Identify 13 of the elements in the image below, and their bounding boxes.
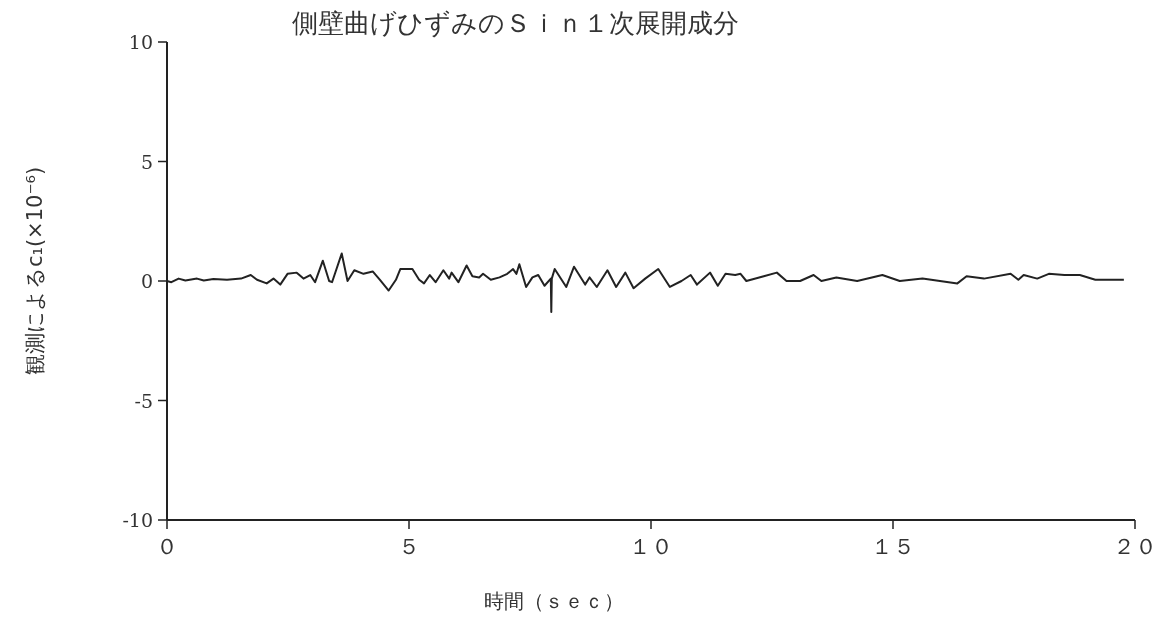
ytick: -10	[122, 509, 153, 531]
xtick: １５	[871, 534, 915, 559]
xtick: ５	[398, 534, 420, 559]
title: 側壁曲げひずみのＳｉｎ１次展開成分	[292, 8, 739, 38]
ytick: 10	[128, 31, 153, 53]
ytick: 5	[140, 150, 153, 173]
xtick: ２０	[1113, 534, 1157, 559]
ytick: -5	[134, 389, 153, 412]
xtick: １０	[629, 534, 673, 559]
ytick: 0	[140, 270, 153, 292]
xtick: ０	[156, 534, 178, 559]
xlabel: 時間（ｓｅｃ）	[484, 589, 625, 613]
ylabel: 観測によるc₁(×10⁻⁶)	[23, 166, 47, 376]
